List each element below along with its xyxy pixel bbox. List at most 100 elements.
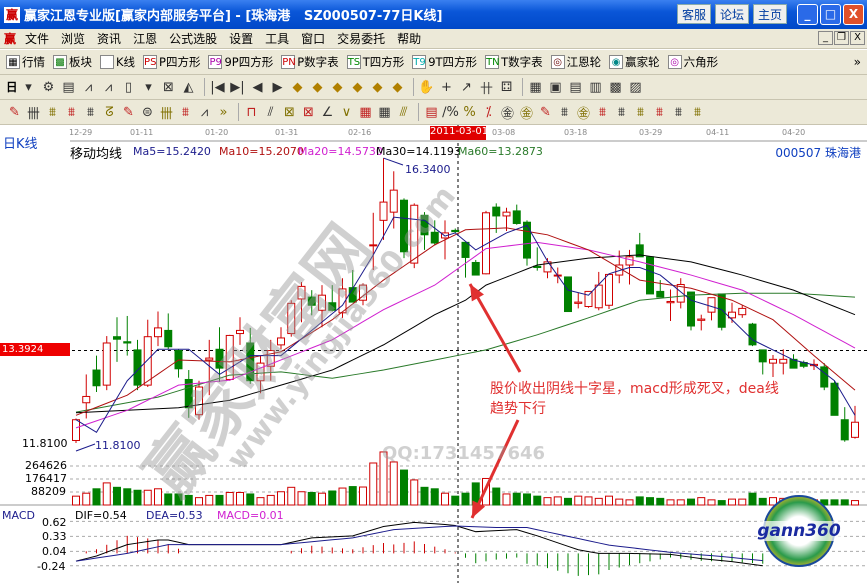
drawing-tool-icon[interactable]: ㊎ [519,106,533,122]
drawing-tool-icon[interactable]: ⊠ [303,104,314,120]
toolbar-tn-button[interactable]: TN T数字表 [485,55,543,69]
drawing-tool-icon[interactable]: % [463,104,476,120]
drawing-tool-icon[interactable]: ⩘ [200,104,209,120]
maximize-button[interactable]: □ [820,4,841,25]
chart-tool-icon[interactable]: ◆ [352,79,363,95]
drawing-tool-icon[interactable]: ⁒ [485,104,492,120]
menu-help[interactable]: 帮助 [397,32,422,46]
chart-tool-icon[interactable]: ▯ [124,79,133,95]
period-select[interactable]: 日 [6,80,18,94]
drawing-tool-icon[interactable]: ⩩ [637,104,644,120]
customer-service-button[interactable]: 客服 [676,4,711,24]
drawing-tool-icon[interactable]: ⫽ [267,104,274,120]
chart-tool-icon[interactable]: ▾ [145,79,152,95]
chart-tool-icon[interactable]: ◆ [332,79,343,95]
mdi-close-button[interactable]: X [850,31,865,45]
chart-tool-icon[interactable]: ▣ [549,79,562,95]
toolbar-yingjia-wheel-button[interactable]: ◉ 赢家轮 [609,54,660,70]
drawing-tool-icon[interactable]: ▦ [359,104,372,120]
drawing-tool-icon[interactable]: ∠ [321,104,334,120]
chart-tool-icon[interactable]: ▶ [272,79,283,95]
chart-tool-icon[interactable]: ✋ [418,79,435,95]
toolbar-ps-button[interactable]: PS P四方形 [143,55,201,69]
drawing-tool-icon[interactable]: ⩩ [599,104,606,120]
chart-tool-icon[interactable]: ⚃ [500,79,513,95]
chart-tool-icon[interactable]: ⩘ [104,79,113,95]
drawing-tool-icon[interactable]: ⩩ [656,104,663,120]
toolbar-pn-button[interactable]: PN P数字表 [281,55,339,69]
menu-file[interactable]: 文件 [25,32,50,46]
chart-tool-icon[interactable]: 卄 [479,81,493,97]
kline-chart[interactable]: 日K线 移动均线 Ma5=15.2420 Ma10=15.2070 Ma20=1… [0,125,867,583]
drawing-tool-icon[interactable]: ✎ [9,104,20,120]
homepage-button[interactable]: 主页 [752,4,787,24]
drawing-tool-icon[interactable]: ⩩ [561,104,568,120]
chart-tool-icon[interactable]: ◭ [183,79,194,95]
menu-settings[interactable]: 设置 [229,32,254,46]
drawing-tool-icon[interactable]: ⩩ [68,104,75,120]
toolbar-t9-button[interactable]: T9 9T四方形 [412,55,478,69]
chart-tool-icon[interactable]: ▨ [629,79,642,95]
chart-tool-icon[interactable]: ◀ [252,79,263,95]
drawing-tool-icon[interactable]: ᘔ [105,104,114,120]
chart-tool-icon[interactable]: ◆ [392,79,403,95]
drawing-tool-icon[interactable]: ⊠ [284,104,295,120]
menu-tools[interactable]: 工具 [265,32,290,46]
chart-tool-icon[interactable]: ⚙ [42,79,55,95]
chart-tool-icon[interactable]: ▶| [230,79,245,95]
mdi-minimize-button[interactable]: _ [818,31,833,45]
toolbar-ts-button[interactable]: TS T四方形 [346,55,405,69]
drawing-tool-icon[interactable]: ⩩ [182,104,189,120]
drawing-tool-icon[interactable]: ✎ [540,104,551,120]
chart-tool-icon[interactable]: |◀ [210,79,225,95]
toolbar-blocks-button[interactable]: ▩ 板块 [53,54,92,70]
toolbar-kline-button[interactable]: K线 [100,54,135,70]
toolbar-more-button[interactable]: » [853,55,861,69]
forum-button[interactable]: 论坛 [714,4,749,24]
drawing-tool-icon[interactable]: ⩩ [49,104,56,120]
drawing-tool-icon[interactable]: ▦ [378,104,391,120]
mdi-restore-button[interactable]: ❐ [834,31,849,45]
chart-tool-icon[interactable]: ◆ [312,79,323,95]
drawing-tool-icon[interactable]: ⩩ [675,104,682,120]
toolbar-p9-button[interactable]: P9 9P四方形 [208,55,274,69]
toolbar-hexagon-button[interactable]: ◎ 六角形 [667,54,718,70]
chart-tool-icon[interactable]: ◆ [292,79,303,95]
minimize-button[interactable]: _ [797,4,818,25]
chart-tool-icon[interactable]: ▤ [62,79,75,95]
chart-tool-icon[interactable]: ▩ [609,79,622,95]
drawing-tool-icon[interactable]: ⩩ [694,104,701,120]
menu-info[interactable]: 资讯 [97,32,122,46]
drawing-tool-icon[interactable]: ∨ [341,104,352,120]
drawing-tool-icon[interactable]: ㊎ [500,106,514,122]
drawing-tool-icon[interactable]: ⩩ [87,104,94,120]
drawing-tool-icon[interactable]: » [219,104,228,120]
chart-tool-icon[interactable]: ▦ [529,79,542,95]
drawing-tool-icon[interactable]: 卌 [26,106,40,122]
drawing-tool-icon[interactable]: ⩩ [618,104,625,120]
toolbar-gann-wheel-button[interactable]: ◎ 江恩轮 [550,54,601,70]
chart-tool-icon[interactable]: + [441,79,452,95]
drawing-tool-icon[interactable]: ▤ [425,104,438,120]
drawing-tool-icon[interactable]: ⊓ [246,104,257,120]
chart-tool-icon[interactable]: ▥ [589,79,602,95]
drawing-tool-icon[interactable]: ✎ [123,104,134,120]
drawing-tool-icon[interactable]: ∕% [442,104,459,120]
menu-window[interactable]: 窗口 [301,32,326,46]
chart-tool-icon[interactable]: ↗ [461,79,472,95]
drawing-tool-icon[interactable]: ㊎ [576,106,590,122]
drawing-tool-icon[interactable]: 卌 [159,106,173,122]
menu-formula[interactable]: 公式选股 [169,32,218,46]
chart-tool-icon[interactable]: ⊠ [163,79,174,95]
menu-browse[interactable]: 浏览 [61,32,86,46]
chart-tool-icon[interactable]: ⩘ [84,79,93,95]
chart-canvas[interactable] [0,125,867,583]
menu-gann[interactable]: 江恩 [133,32,158,46]
drawing-tool-icon[interactable]: ⫻ [399,104,408,120]
toolbar-grid-button[interactable]: ▦ 行情 [6,54,45,70]
chart-tool-icon[interactable]: ▤ [569,79,582,95]
close-button[interactable]: X [843,4,864,25]
drawing-tool-icon[interactable]: ⊜ [142,104,153,120]
menu-trade[interactable]: 交易委托 [337,32,386,46]
chart-tool-icon[interactable]: ◆ [372,79,383,95]
